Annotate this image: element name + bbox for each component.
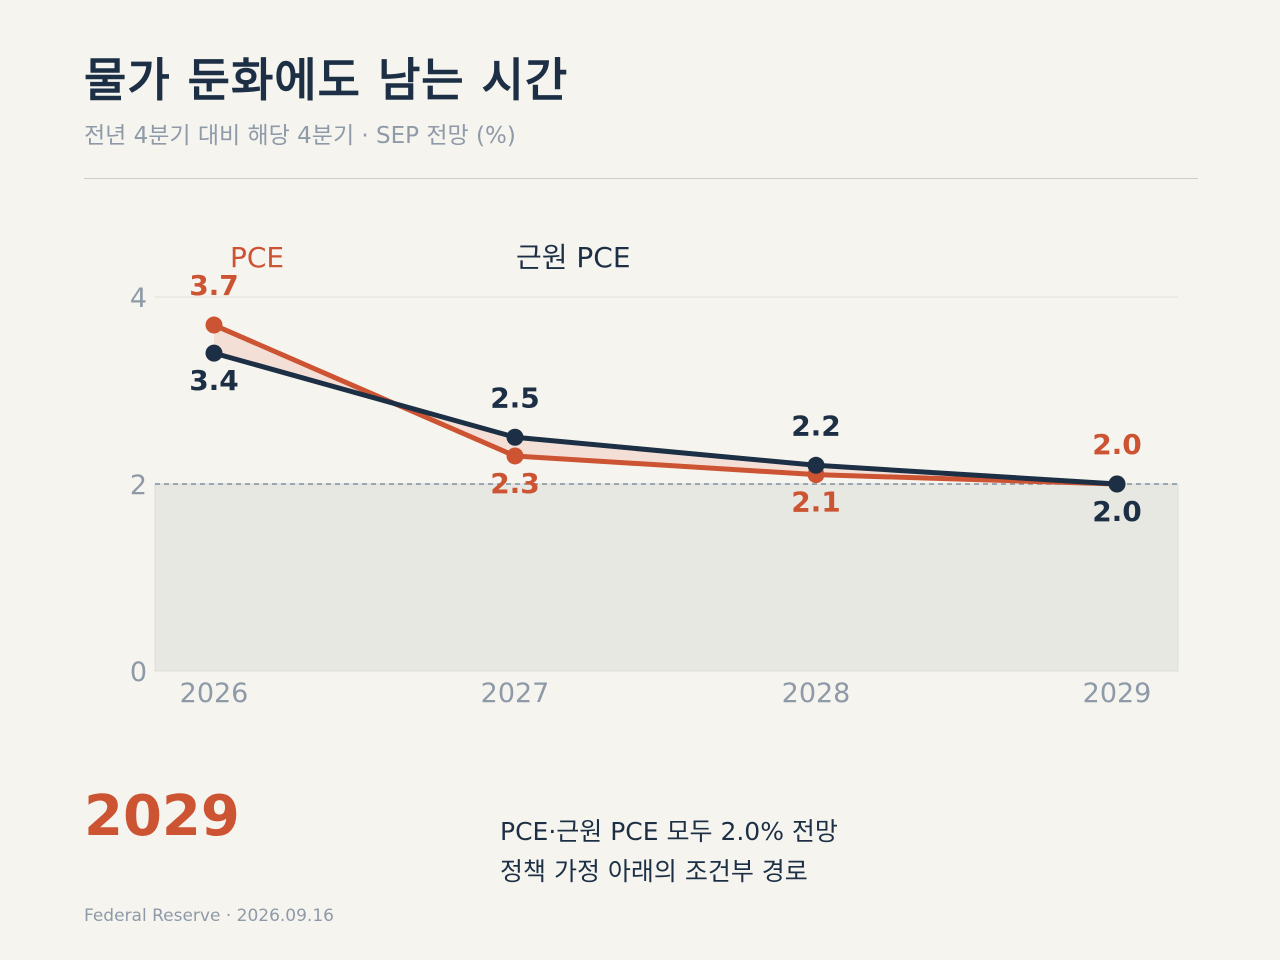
chart-subtitle: 전년 4분기 대비 해당 4분기 · SEP 전망 (%) <box>84 123 516 149</box>
core-pce-series-point <box>807 456 825 474</box>
pce-series-line <box>211 322 1120 487</box>
source-footer: Federal Reserve · 2026.09.16 <box>84 906 334 926</box>
x-tick-label: 2028 <box>782 678 851 709</box>
pce-data-label: 2.0 <box>1092 428 1142 461</box>
highlight-note-line-2: 정책 가정 아래의 조건부 경로 <box>500 857 808 886</box>
chart-title: 물가 둔화에도 남는 시간 <box>84 53 569 107</box>
highlight-year: 2029 <box>84 784 240 849</box>
legend-core-pce: 근원 PCE <box>516 241 631 274</box>
core-pce-data-label: 2.0 <box>1092 495 1142 528</box>
x-tick-label: 2026 <box>180 678 249 709</box>
y-tick-label: 2 <box>130 470 147 501</box>
y-tick-label: 4 <box>130 283 147 314</box>
core-pce-series-point <box>1108 475 1126 493</box>
highlight-note-line-1: PCE·근원 PCE 모두 2.0% 전망 <box>500 817 838 846</box>
series-gap-fill <box>214 325 1117 484</box>
core-pce-data-label: 3.4 <box>189 364 239 397</box>
pce-data-label: 3.7 <box>189 269 239 302</box>
pce-series-point <box>205 316 223 334</box>
pce-series-point <box>506 447 524 465</box>
y-tick-label: 0 <box>130 657 147 688</box>
below-target-band <box>154 483 1179 672</box>
core-pce-series-point <box>506 428 524 446</box>
x-tick-label: 2027 <box>481 678 550 709</box>
core-pce-data-label: 2.2 <box>791 409 841 442</box>
header-divider <box>84 178 1198 179</box>
highlight-note: PCE·근원 PCE 모두 2.0% 전망 정책 가정 아래의 조건부 경로 <box>500 812 838 892</box>
core-pce-series-point <box>205 344 223 362</box>
pce-data-label: 2.3 <box>490 467 540 500</box>
pce-data-label: 2.1 <box>791 486 841 519</box>
x-tick-label: 2029 <box>1083 678 1152 709</box>
legend-pce: PCE <box>230 241 284 274</box>
core-pce-data-label: 2.5 <box>490 381 540 414</box>
core-pce-series-line <box>211 350 1120 487</box>
